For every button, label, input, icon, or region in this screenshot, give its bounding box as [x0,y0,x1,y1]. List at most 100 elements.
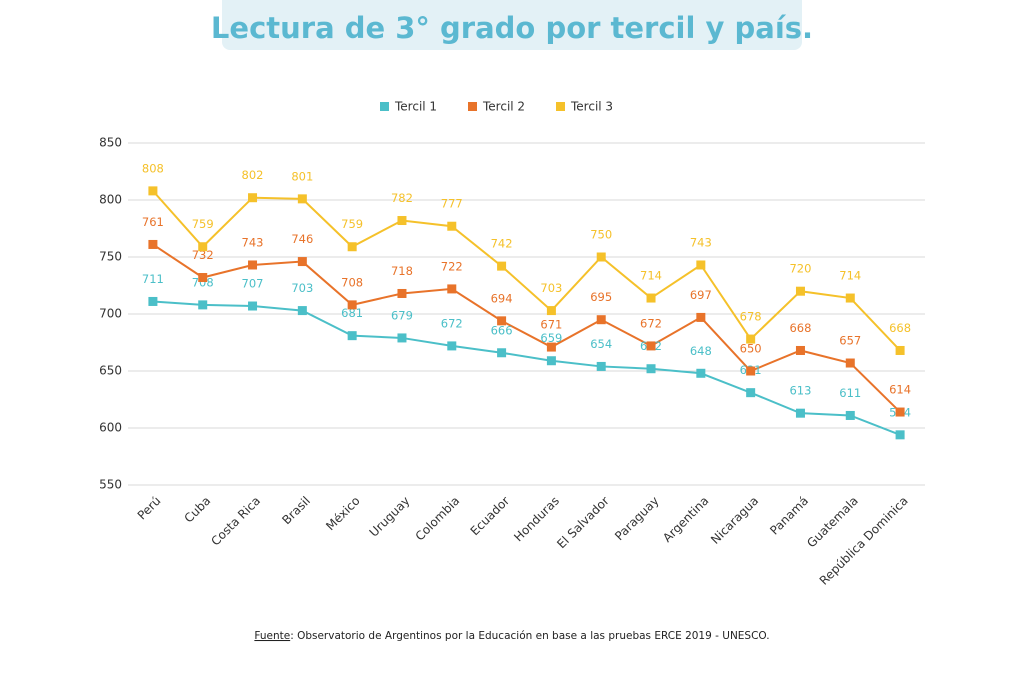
data-label: 611 [839,386,861,400]
legend: Tercil 1 Tercil 2 Tercil 3 [380,100,613,114]
data-label: 695 [590,290,612,304]
point [746,388,756,398]
data-label: 668 [789,321,811,335]
point [795,408,805,418]
point [397,216,407,226]
point [895,407,905,417]
point [497,261,507,271]
data-label: 672 [441,316,463,330]
x-tick-label: Panamá [767,494,811,538]
y-tick-label: 600 [99,421,122,435]
data-label: 679 [391,308,413,322]
data-label: 657 [839,334,861,348]
point [148,296,158,306]
point [297,257,307,267]
x-tick-label: Honduras [511,494,562,545]
point [347,331,357,341]
x-tick-label: Uruguay [367,494,413,540]
legend-swatch [380,102,389,111]
point [895,345,905,355]
point [297,194,307,204]
title-box [222,0,802,50]
data-label: 759 [192,217,214,231]
data-label: 722 [441,259,463,273]
data-label: 743 [242,235,264,249]
data-label: 707 [242,277,264,291]
point [248,193,258,203]
data-label: 782 [391,191,413,205]
point [397,288,407,298]
point [696,368,706,378]
data-label: 718 [391,264,413,278]
data-label: 742 [491,237,513,251]
point [546,306,556,316]
legend-swatch [468,102,477,111]
data-label: 613 [789,384,811,398]
point [447,221,457,231]
data-label: 668 [889,321,911,335]
y-tick-label: 750 [99,250,122,264]
point [297,306,307,316]
point [198,300,208,310]
data-label: 802 [242,168,264,182]
x-tick-label: El Salvador [554,494,612,552]
data-label: 750 [590,228,612,242]
data-label: 746 [291,232,313,246]
data-label: 672 [640,316,662,330]
series-line [152,243,901,413]
series-line [152,190,901,352]
point [845,293,855,303]
point [497,316,507,326]
point [795,286,805,296]
point [696,312,706,322]
x-tick-label: Brasil [279,494,313,528]
data-label: 666 [491,323,513,337]
data-label: 732 [192,248,214,262]
legend-label: Tercil 2 [482,100,525,114]
data-label: 648 [690,344,712,358]
point [397,333,407,343]
legend-label: Tercil 3 [570,100,613,114]
x-tick-label: Paraguay [612,494,662,544]
data-label: 654 [590,337,612,351]
point [746,366,756,376]
data-label: 703 [291,281,313,295]
legend-swatch [556,102,565,111]
x-tick-label: México [323,494,363,534]
x-tick-label: República Dominica [817,494,911,588]
y-tick-label: 550 [99,478,122,492]
point [497,348,507,358]
point [148,239,158,249]
data-label: 614 [889,383,911,397]
data-label: 681 [341,306,363,320]
point [447,341,457,351]
data-label: 801 [291,169,313,183]
point [347,300,357,310]
y-tick-label: 850 [99,136,122,150]
point [148,186,158,196]
y-tick-label: 700 [99,307,122,321]
data-label: 761 [142,215,164,229]
point [646,293,656,303]
point [845,358,855,368]
point [596,252,606,262]
data-label: 659 [540,331,562,345]
data-label: 777 [441,197,463,211]
x-tick-label: Nicaragua [708,494,761,547]
y-tick-label: 800 [99,193,122,207]
point [746,334,756,344]
data-label: 714 [839,269,861,283]
data-label: 808 [142,161,164,175]
source: Fuente: Observatorio de Argentinos por l… [254,630,769,642]
x-tick-label: Perú [135,494,164,523]
point [447,284,457,294]
point [546,342,556,352]
x-tick-label: Costa Rica [208,494,263,549]
x-tick-label: Colombia [413,494,463,544]
point [347,242,357,252]
point [248,260,258,270]
point [596,361,606,371]
point [795,345,805,355]
